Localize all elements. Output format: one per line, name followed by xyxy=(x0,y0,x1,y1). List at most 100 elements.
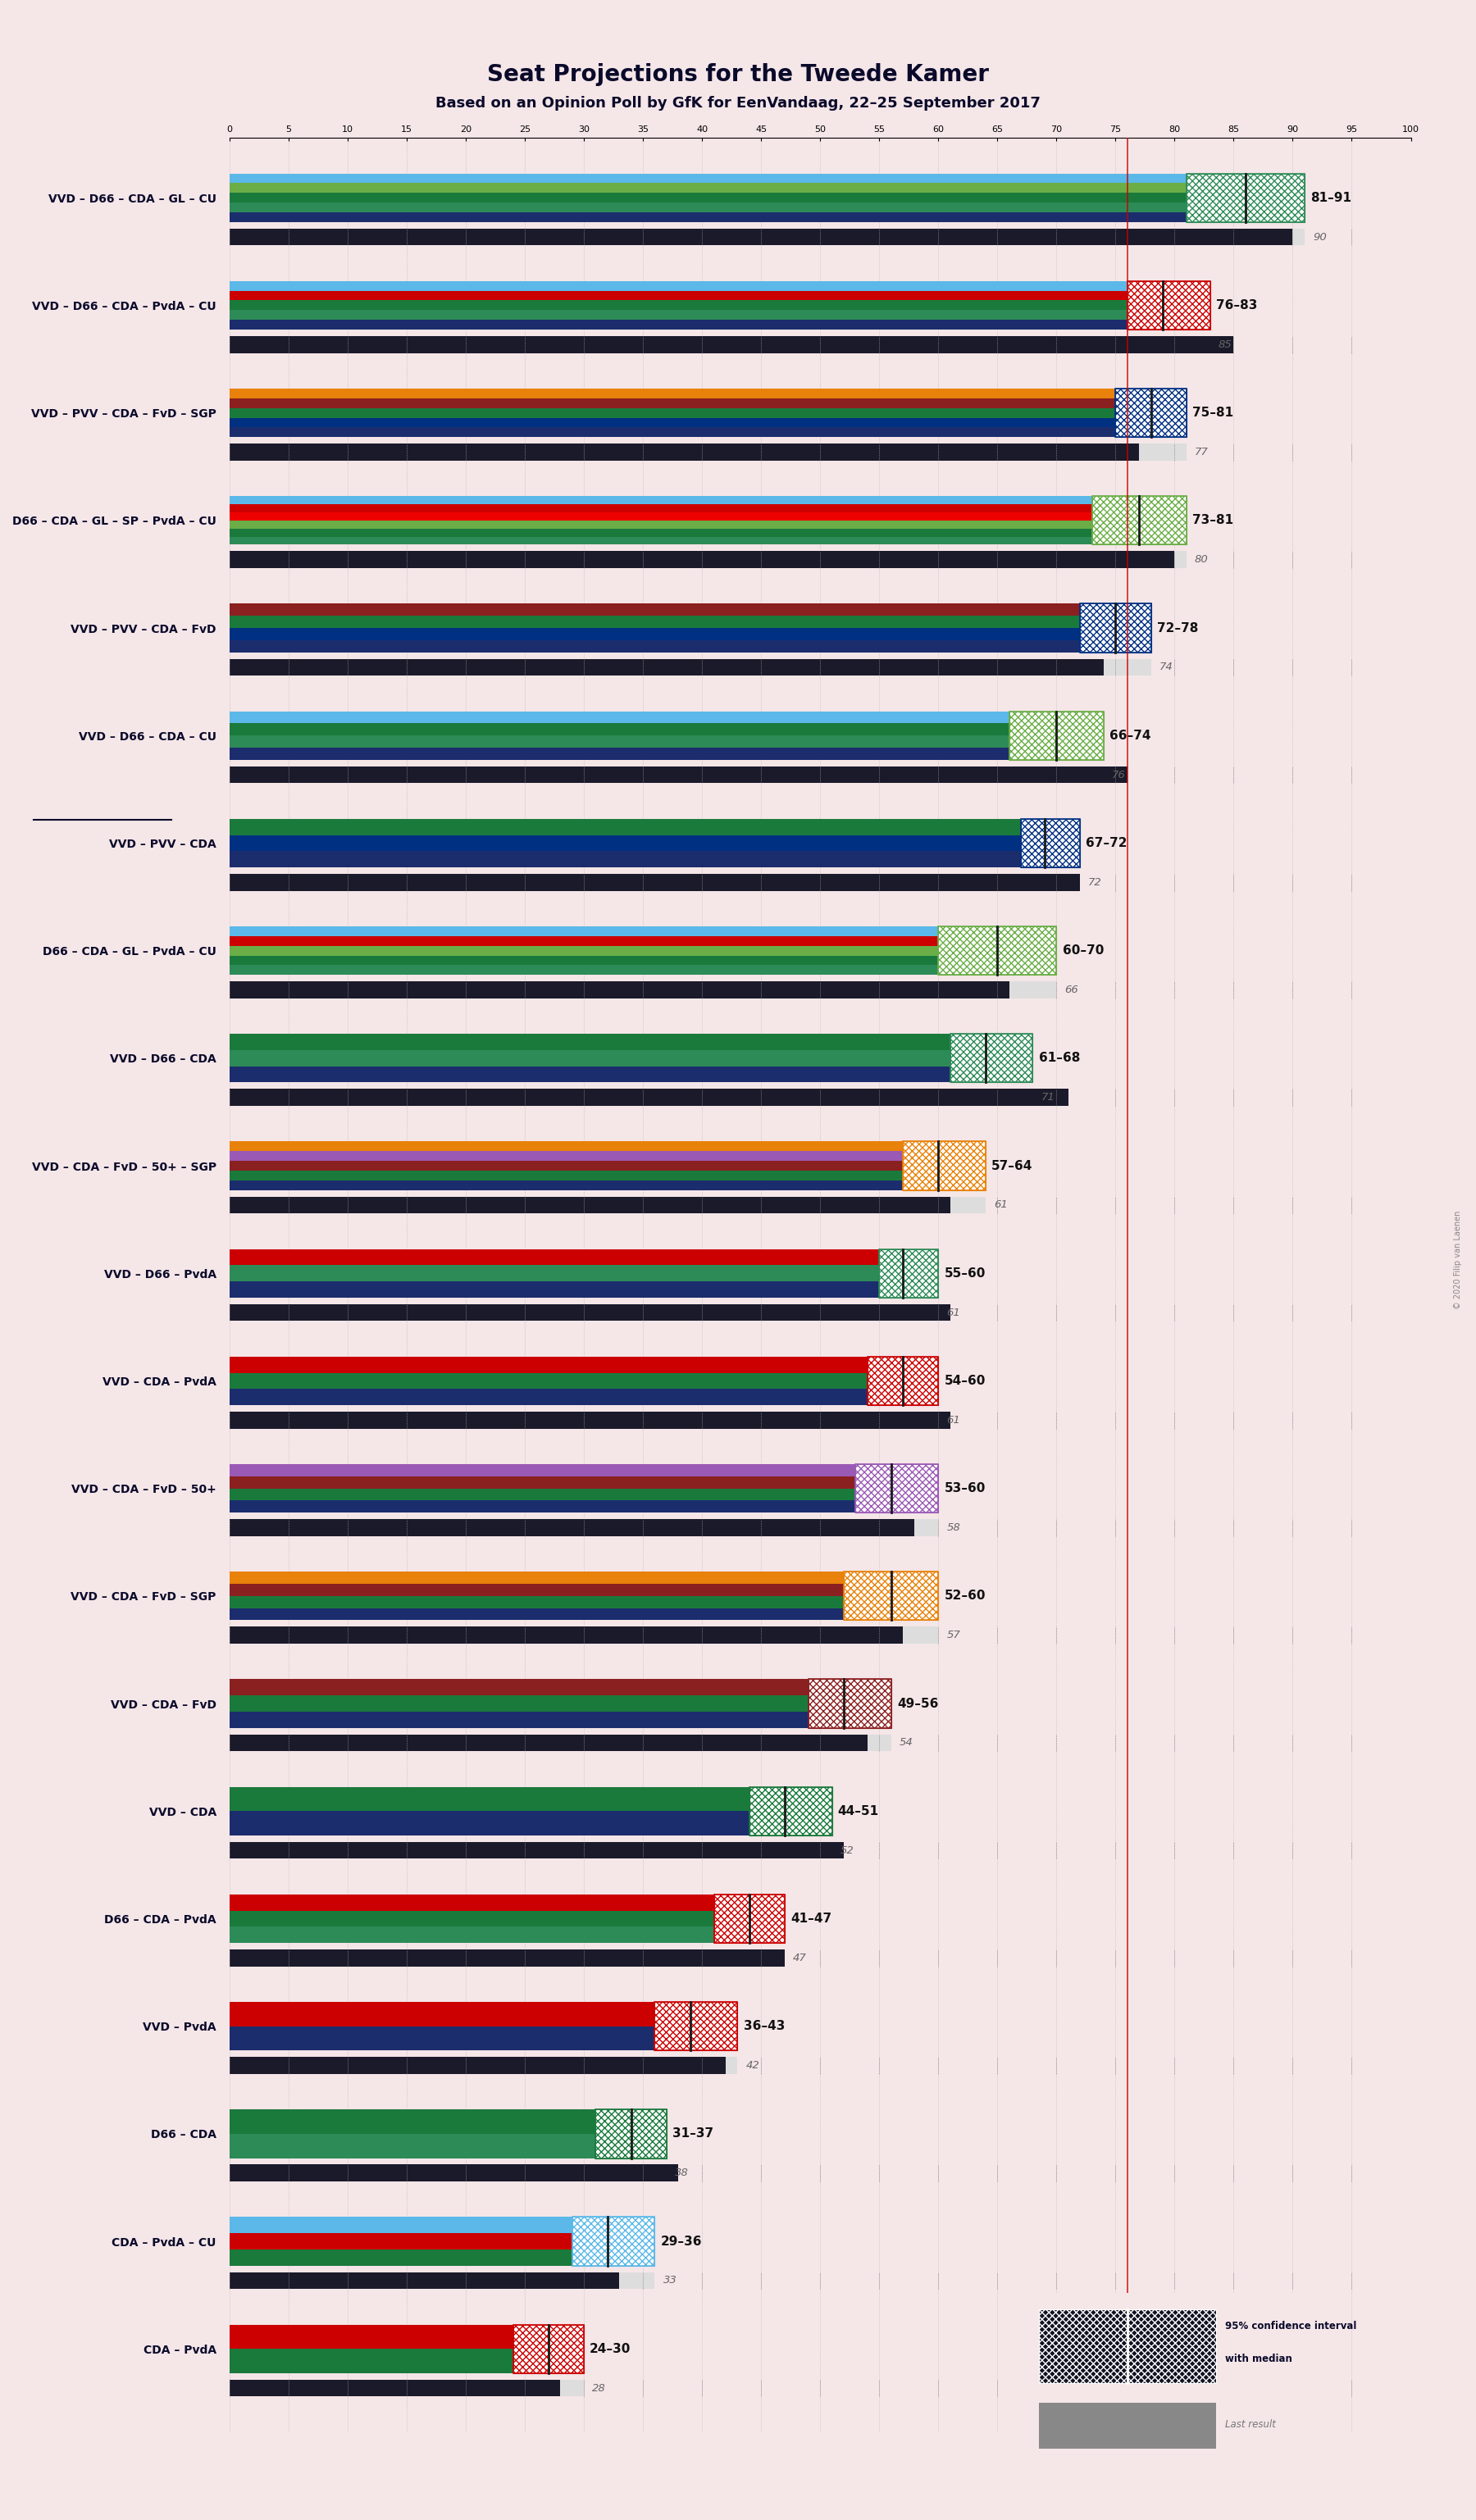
Bar xyxy=(229,1678,892,1696)
Bar xyxy=(229,1250,939,1265)
Text: 28: 28 xyxy=(592,2384,605,2394)
Bar xyxy=(229,819,1080,834)
Bar xyxy=(229,927,1057,935)
Bar xyxy=(229,1305,951,1320)
Bar xyxy=(229,1051,1033,1066)
Bar xyxy=(229,552,1187,567)
Bar xyxy=(229,320,1210,330)
Bar xyxy=(229,280,1210,290)
Text: Last result: Last result xyxy=(1225,2419,1275,2429)
Bar xyxy=(229,1305,939,1320)
Bar xyxy=(229,1950,785,1966)
Text: 55–60: 55–60 xyxy=(945,1268,986,1280)
Bar xyxy=(903,1142,986,1189)
Bar xyxy=(714,1895,785,1943)
Bar xyxy=(1187,174,1305,222)
Bar xyxy=(561,2379,584,2397)
Bar xyxy=(573,2218,655,2265)
Bar xyxy=(229,1583,939,1595)
Bar xyxy=(229,1089,1069,1106)
Bar xyxy=(229,1628,939,1643)
Bar xyxy=(229,444,1187,461)
Bar xyxy=(939,927,1057,975)
Text: 33: 33 xyxy=(663,2276,677,2286)
Bar xyxy=(1139,444,1187,461)
Bar xyxy=(229,496,1187,504)
Bar xyxy=(1116,388,1187,436)
Bar xyxy=(915,1520,939,1537)
Bar xyxy=(229,212,1305,222)
Bar xyxy=(229,290,1210,300)
Bar xyxy=(229,1595,939,1608)
Bar xyxy=(868,1356,939,1406)
Bar xyxy=(229,1520,915,1537)
Bar xyxy=(229,184,1305,194)
Bar xyxy=(229,1910,785,1928)
Bar xyxy=(229,1280,939,1298)
Bar xyxy=(229,627,1151,640)
Bar xyxy=(939,927,1057,975)
Bar xyxy=(1187,174,1305,222)
Bar xyxy=(229,1411,951,1429)
Bar xyxy=(1010,980,1057,998)
Text: 47: 47 xyxy=(793,1953,807,1963)
Bar xyxy=(229,1477,939,1489)
Bar xyxy=(229,1066,1033,1084)
Bar xyxy=(229,2379,561,2397)
Text: © 2020 Filip van Laenen: © 2020 Filip van Laenen xyxy=(1454,1210,1463,1310)
Bar xyxy=(229,723,1104,736)
Bar xyxy=(1187,174,1305,222)
Bar xyxy=(655,2001,738,2051)
Bar xyxy=(1080,605,1151,653)
Bar xyxy=(714,1895,785,1943)
Text: 31–37: 31–37 xyxy=(673,2127,713,2139)
Text: 81–91: 81–91 xyxy=(1311,192,1352,204)
Bar xyxy=(229,2233,655,2250)
Bar xyxy=(951,1033,1033,1084)
Bar xyxy=(229,1389,939,1406)
Bar xyxy=(1092,496,1187,544)
Text: 61–68: 61–68 xyxy=(1039,1051,1080,1063)
Bar xyxy=(229,2109,667,2134)
Bar xyxy=(1010,711,1104,761)
Bar xyxy=(903,1628,939,1643)
Bar xyxy=(1080,605,1151,653)
Bar xyxy=(655,2001,738,2051)
Bar xyxy=(229,2273,655,2288)
Bar xyxy=(596,2109,667,2157)
Bar xyxy=(880,1250,939,1298)
Bar xyxy=(951,1033,1033,1084)
Bar xyxy=(573,2218,655,2265)
Bar xyxy=(880,1250,939,1298)
Text: 42: 42 xyxy=(745,2061,760,2071)
Bar xyxy=(229,504,1187,512)
Bar xyxy=(229,1033,1033,1051)
Bar xyxy=(229,1464,939,1477)
Bar xyxy=(229,229,1305,244)
Text: 67–72: 67–72 xyxy=(1086,837,1128,849)
Bar xyxy=(856,1464,939,1512)
Bar xyxy=(229,522,1187,529)
Bar xyxy=(939,927,1057,975)
Bar xyxy=(229,955,1057,965)
Bar xyxy=(844,1572,939,1620)
Bar xyxy=(229,408,1187,418)
Bar xyxy=(229,965,1057,975)
Text: 52: 52 xyxy=(840,1845,855,1855)
Bar xyxy=(1116,388,1187,436)
Bar xyxy=(514,2323,584,2374)
Bar xyxy=(229,711,1104,723)
Text: Seat Projections for the Tweede Kamer: Seat Projections for the Tweede Kamer xyxy=(487,63,989,86)
Bar xyxy=(229,2273,620,2288)
Bar xyxy=(1293,229,1305,244)
Bar xyxy=(726,2056,738,2074)
Text: 90: 90 xyxy=(1312,232,1327,242)
Bar xyxy=(229,2323,584,2349)
Bar xyxy=(229,1842,832,1860)
Bar xyxy=(229,1089,1033,1106)
Bar xyxy=(229,1179,986,1189)
Bar xyxy=(229,1373,939,1389)
Text: 54–60: 54–60 xyxy=(945,1376,986,1386)
Bar xyxy=(229,2250,655,2265)
Bar xyxy=(229,2165,667,2182)
